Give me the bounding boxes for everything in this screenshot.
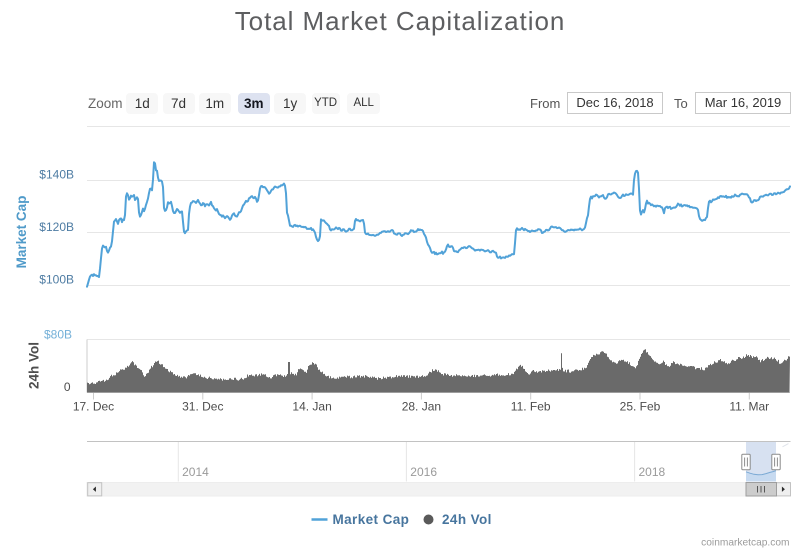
svg-text:2018: 2018 (639, 465, 666, 479)
svg-text:11. Feb: 11. Feb (511, 400, 551, 414)
svg-text:2014: 2014 (182, 465, 209, 479)
svg-text:$80B: $80B (44, 328, 72, 342)
svg-text:28. Jan: 28. Jan (402, 400, 441, 414)
svg-text:25. Feb: 25. Feb (620, 400, 661, 414)
svg-text:$100B: $100B (39, 272, 74, 286)
svg-text:11. Mar: 11. Mar (729, 400, 769, 414)
svg-text:14. Jan: 14. Jan (292, 400, 331, 414)
svg-text:Market Cap: Market Cap (14, 196, 29, 269)
svg-text:Market Cap: Market Cap (333, 512, 410, 527)
svg-text:24h Vol: 24h Vol (27, 342, 42, 389)
svg-text:0: 0 (64, 380, 71, 394)
svg-text:$120B: $120B (39, 220, 74, 234)
svg-text:coinmarketcap.com: coinmarketcap.com (701, 538, 789, 549)
svg-text:2016: 2016 (410, 465, 437, 479)
svg-text:$140B: $140B (39, 167, 74, 181)
svg-text:17. Dec: 17. Dec (73, 400, 114, 414)
svg-text:24h Vol: 24h Vol (442, 512, 492, 527)
svg-text:31. Dec: 31. Dec (182, 400, 223, 414)
